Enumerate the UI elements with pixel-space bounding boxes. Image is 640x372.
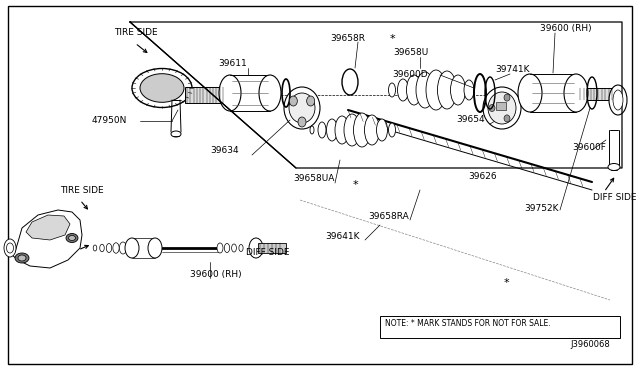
Ellipse shape [388, 83, 396, 97]
Ellipse shape [518, 74, 542, 112]
Bar [258, 243, 286, 253]
Ellipse shape [608, 164, 620, 170]
Ellipse shape [504, 115, 510, 122]
Ellipse shape [120, 242, 127, 254]
Ellipse shape [318, 122, 326, 138]
Ellipse shape [426, 70, 446, 110]
Bar [185, 87, 228, 103]
Ellipse shape [416, 72, 434, 108]
Ellipse shape [6, 243, 13, 253]
Ellipse shape [239, 244, 243, 251]
Ellipse shape [438, 71, 456, 109]
Ellipse shape [406, 75, 422, 105]
Ellipse shape [344, 114, 360, 146]
Ellipse shape [15, 253, 29, 263]
Text: DIFF SIDE: DIFF SIDE [593, 193, 637, 202]
Ellipse shape [564, 74, 588, 112]
Text: *: * [390, 34, 396, 44]
Ellipse shape [93, 245, 97, 251]
Ellipse shape [489, 105, 495, 112]
Text: 39658UA: 39658UA [293, 174, 334, 183]
Ellipse shape [335, 116, 349, 144]
Bar [230, 75, 270, 111]
Bar [578, 88, 618, 100]
Text: DIFF SIDE: DIFF SIDE [246, 248, 289, 257]
Ellipse shape [68, 235, 76, 241]
Text: 47950N: 47950N [92, 116, 127, 125]
Ellipse shape [397, 79, 408, 101]
Ellipse shape [326, 119, 337, 141]
Text: 39611: 39611 [218, 59, 247, 68]
Ellipse shape [388, 123, 396, 137]
Ellipse shape [451, 75, 465, 105]
Ellipse shape [171, 131, 181, 137]
Ellipse shape [125, 238, 139, 258]
Text: 39634: 39634 [210, 146, 239, 155]
Bar [380, 316, 620, 338]
Ellipse shape [148, 238, 162, 258]
Ellipse shape [609, 85, 627, 115]
Text: TIRE SIDE: TIRE SIDE [60, 186, 104, 195]
Ellipse shape [66, 234, 78, 243]
Ellipse shape [376, 119, 387, 141]
Ellipse shape [18, 255, 26, 261]
Ellipse shape [113, 243, 119, 253]
Ellipse shape [289, 96, 298, 106]
Bar [530, 74, 576, 112]
Text: TIRE SIDE: TIRE SIDE [114, 28, 157, 37]
Ellipse shape [232, 244, 236, 252]
Polygon shape [26, 215, 70, 240]
Text: NOTE: * MARK STANDS FOR NOT FOR SALE.: NOTE: * MARK STANDS FOR NOT FOR SALE. [385, 319, 550, 328]
Text: J3960068: J3960068 [570, 340, 610, 349]
Ellipse shape [132, 68, 192, 108]
Ellipse shape [289, 93, 315, 123]
Ellipse shape [353, 113, 371, 147]
Text: 39600 (RH): 39600 (RH) [190, 270, 242, 279]
Ellipse shape [310, 126, 314, 134]
Ellipse shape [100, 244, 104, 252]
Ellipse shape [219, 75, 241, 111]
Text: 39658RA: 39658RA [368, 212, 409, 221]
Text: *: * [504, 278, 509, 288]
Ellipse shape [259, 75, 281, 111]
Ellipse shape [298, 117, 306, 127]
Text: 39600D: 39600D [392, 70, 428, 79]
Ellipse shape [365, 115, 380, 145]
Text: 39741K: 39741K [495, 65, 529, 74]
Text: 39752K: 39752K [524, 204, 559, 213]
Text: 39626: 39626 [468, 172, 497, 181]
Ellipse shape [224, 244, 230, 253]
Ellipse shape [106, 244, 112, 253]
Text: 39654: 39654 [456, 115, 484, 124]
Text: 39658R: 39658R [330, 34, 365, 43]
Polygon shape [10, 210, 82, 268]
Ellipse shape [483, 87, 521, 129]
Ellipse shape [504, 94, 510, 101]
Ellipse shape [217, 243, 223, 253]
Ellipse shape [488, 92, 516, 124]
Ellipse shape [4, 239, 16, 257]
Ellipse shape [464, 80, 474, 100]
Ellipse shape [613, 90, 623, 110]
Bar [496, 102, 506, 110]
Text: 39641K: 39641K [325, 232, 360, 241]
Text: *: * [353, 180, 358, 190]
Text: 39600F: 39600F [572, 143, 606, 152]
Ellipse shape [284, 87, 320, 129]
Ellipse shape [249, 238, 263, 258]
Ellipse shape [140, 74, 184, 102]
Ellipse shape [307, 96, 315, 106]
Text: 39600 (RH): 39600 (RH) [540, 24, 591, 33]
Text: 39658U: 39658U [393, 48, 428, 57]
